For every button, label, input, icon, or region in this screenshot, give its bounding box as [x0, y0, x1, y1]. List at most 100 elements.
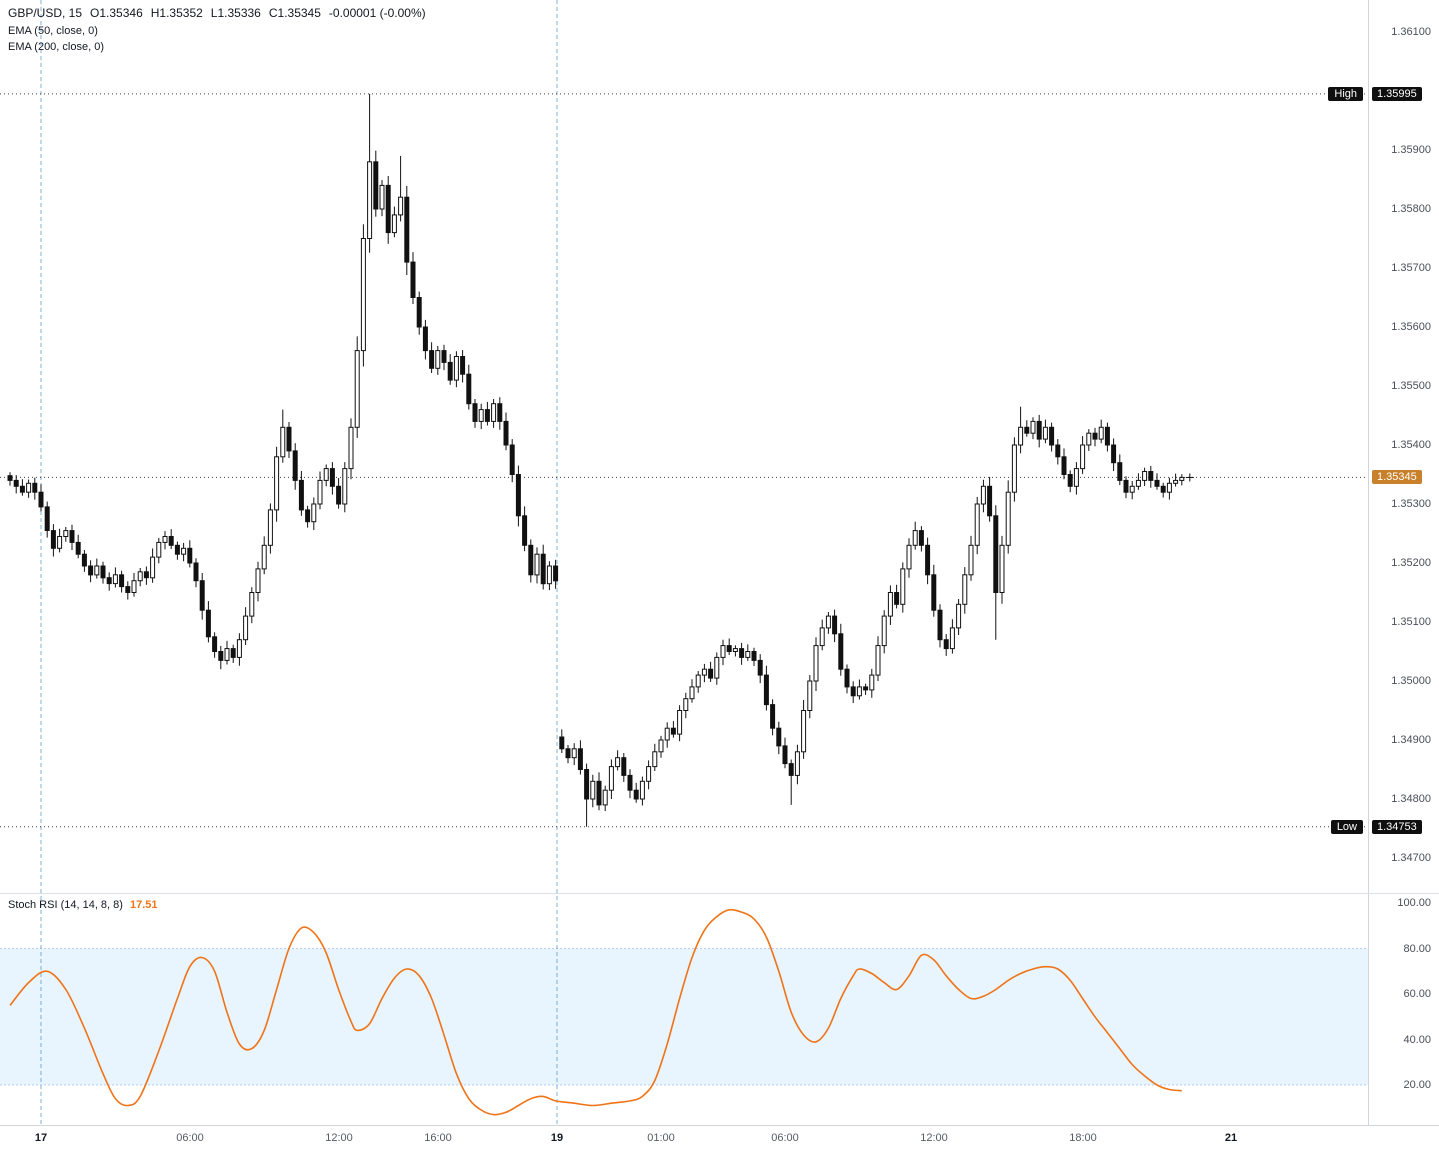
candle[interactable]: [404, 186, 410, 276]
candle[interactable]: [1073, 462, 1079, 495]
candle[interactable]: [856, 679, 862, 700]
candle[interactable]: [962, 567, 968, 614]
ema200-legend[interactable]: EMA (200, close, 0): [8, 41, 104, 53]
candle[interactable]: [435, 345, 441, 375]
high-value-badge[interactable]: 1.35995: [1372, 86, 1422, 101]
candle[interactable]: [546, 561, 552, 591]
candle[interactable]: [1049, 422, 1055, 452]
candle[interactable]: [1179, 474, 1185, 486]
candle[interactable]: [137, 568, 143, 587]
candle[interactable]: [943, 634, 949, 656]
symbol-title[interactable]: GBP/USD, 15: [8, 6, 83, 20]
candle[interactable]: [881, 610, 887, 654]
candle[interactable]: [100, 561, 106, 584]
candle[interactable]: [367, 93, 373, 253]
candle[interactable]: [1135, 473, 1141, 490]
candle[interactable]: [776, 721, 782, 755]
candle[interactable]: [373, 150, 379, 217]
candle[interactable]: [801, 699, 807, 759]
candle[interactable]: [664, 722, 670, 748]
candle[interactable]: [633, 782, 639, 803]
candle[interactable]: [825, 612, 831, 634]
candle[interactable]: [677, 705, 683, 742]
candle[interactable]: [522, 506, 528, 552]
candle[interactable]: [1036, 414, 1042, 448]
candle[interactable]: [627, 769, 633, 799]
candle[interactable]: [1086, 429, 1092, 451]
time-axis[interactable]: 17 06:00 12:00 16:00 19 01:00 06:00 12:00 18:00 2…: [0, 1125, 1439, 1153]
candle[interactable]: [937, 604, 943, 648]
candle[interactable]: [670, 721, 676, 738]
candle[interactable]: [1148, 465, 1154, 488]
candle[interactable]: [1011, 437, 1017, 502]
candle[interactable]: [199, 573, 205, 620]
candle[interactable]: [788, 759, 794, 805]
candle[interactable]: [534, 547, 540, 584]
ema50-legend[interactable]: EMA (50, close, 0): [8, 25, 98, 37]
candle[interactable]: [447, 354, 453, 385]
low-value-badge[interactable]: 1.34753: [1372, 819, 1422, 834]
candle[interactable]: [584, 763, 590, 827]
candle[interactable]: [1166, 477, 1172, 500]
candle[interactable]: [900, 562, 906, 613]
candle[interactable]: [156, 537, 162, 564]
candle[interactable]: [528, 539, 534, 583]
candle[interactable]: [230, 644, 236, 663]
candle[interactable]: [1104, 422, 1110, 452]
candle[interactable]: [267, 503, 273, 554]
candle[interactable]: [466, 364, 472, 410]
candle[interactable]: [1129, 481, 1135, 500]
candle[interactable]: [1080, 436, 1086, 474]
candle[interactable]: [429, 342, 435, 373]
candle[interactable]: [503, 412, 509, 451]
candle[interactable]: [63, 527, 69, 542]
candle[interactable]: [81, 550, 87, 572]
candle[interactable]: [416, 291, 422, 335]
candle[interactable]: [305, 505, 311, 528]
candle[interactable]: [441, 344, 447, 371]
candle[interactable]: [398, 155, 404, 222]
candle[interactable]: [509, 439, 515, 483]
candle[interactable]: [44, 501, 50, 538]
candle[interactable]: [472, 399, 478, 428]
candle[interactable]: [515, 465, 521, 527]
candle[interactable]: [794, 744, 800, 785]
candle[interactable]: [94, 558, 100, 579]
candle[interactable]: [1117, 454, 1123, 486]
candle[interactable]: [497, 397, 503, 430]
candle[interactable]: [844, 664, 850, 694]
candle[interactable]: [174, 541, 180, 560]
candle[interactable]: [391, 206, 397, 238]
candle[interactable]: [218, 645, 224, 670]
candle[interactable]: [739, 642, 745, 665]
candle[interactable]: [615, 750, 621, 771]
candle[interactable]: [906, 538, 912, 578]
candle[interactable]: [757, 654, 763, 684]
candle[interactable]: [553, 559, 559, 589]
candle[interactable]: [1173, 473, 1179, 487]
candle[interactable]: [491, 399, 497, 428]
candle[interactable]: [745, 644, 751, 661]
candle[interactable]: [342, 462, 348, 513]
candle[interactable]: [1061, 448, 1067, 480]
candle[interactable]: [280, 409, 286, 463]
candle[interactable]: [590, 774, 596, 808]
candle[interactable]: [1005, 480, 1011, 554]
candle[interactable]: [38, 484, 44, 512]
candle[interactable]: [999, 535, 1005, 604]
candle[interactable]: [453, 351, 459, 388]
candle[interactable]: [1111, 438, 1117, 472]
candle[interactable]: [243, 607, 249, 645]
candle[interactable]: [819, 619, 825, 651]
candle[interactable]: [460, 350, 466, 383]
candle[interactable]: [720, 639, 726, 666]
panel-divider[interactable]: [0, 893, 1439, 894]
candle[interactable]: [224, 640, 230, 665]
candle[interactable]: [336, 478, 342, 509]
candle[interactable]: [88, 560, 94, 583]
candle[interactable]: [577, 740, 583, 775]
candle[interactable]: [212, 632, 218, 658]
candle[interactable]: [317, 471, 323, 510]
candle[interactable]: [695, 671, 701, 693]
candle[interactable]: [125, 581, 131, 600]
